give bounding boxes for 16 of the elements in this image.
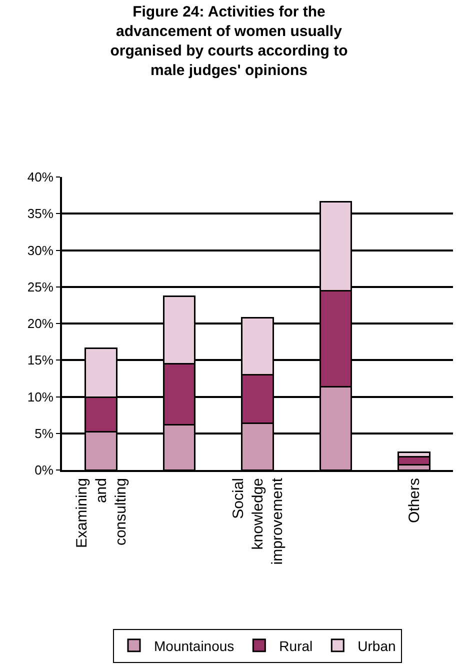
y-tick-label: 35% [27,206,54,222]
y-tick-label: 40% [27,170,54,185]
x-tick-label: Others [406,478,423,524]
x-tick-label: Social knowledge improvement [230,477,286,565]
y-tick-label: 25% [27,279,54,294]
y-tick-label: 0% [34,462,54,478]
legend-label: Mountainous [154,638,234,654]
y-tick-label: 5% [34,426,54,441]
y-tick-label: 20% [27,316,54,332]
legend-label: Rural [279,638,313,654]
y-tick-label: 10% [27,389,54,404]
y-tick-label: 15% [27,352,54,368]
chart-title: Figure 24: Activities for the advancement of women usually organised by courts according to male judges' opinions [110,4,348,80]
y-tick-label: 30% [27,242,54,258]
legend-label: Urban [358,638,396,654]
x-tick-label: Examining and consulting [73,478,130,548]
